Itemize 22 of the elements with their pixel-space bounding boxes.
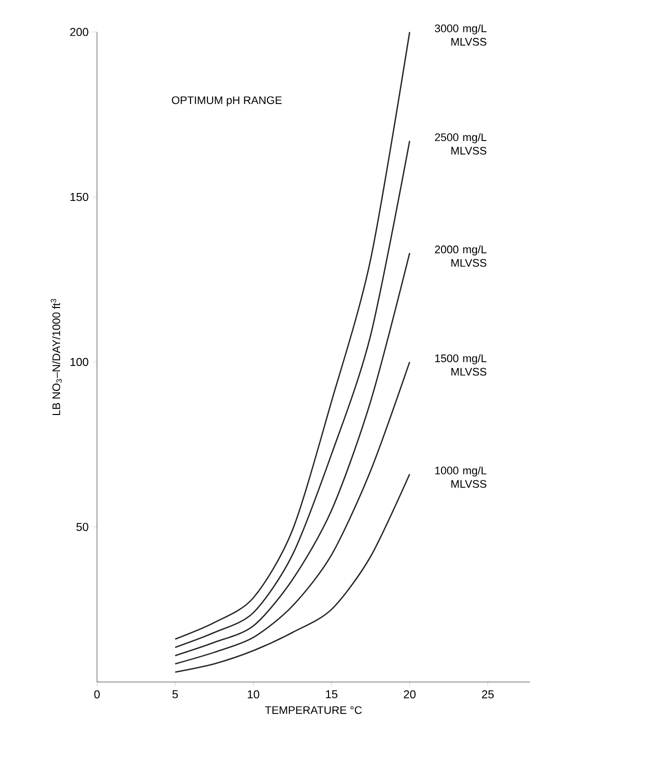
- x-tick-label: 20: [404, 690, 416, 698]
- y-tick-label: 150: [70, 192, 88, 202]
- text: 2500 mg/L MLVSS: [434, 133, 486, 155]
- x-tick-label: 10: [248, 690, 260, 698]
- x-tick-label: 5: [172, 690, 178, 698]
- line-series: [174, 473, 410, 673]
- line-series: [174, 140, 410, 648]
- y-tick-label: 50: [76, 522, 88, 531]
- text: 2000 mg/L MLVSS: [434, 245, 486, 267]
- y-axis-title: LB NO$_{3}$–N/DAY/1000 ft$^{3}$: [50, 298, 62, 415]
- text: 3000 mg/L MLVSS: [434, 24, 486, 46]
- text: 1000 mg/L MLVSS: [435, 466, 486, 488]
- y-tick-label: 200: [70, 28, 88, 36]
- x-axis-title: TEMPERATURE °C: [265, 706, 362, 714]
- y-tick-label: 100: [70, 358, 88, 366]
- x-tick-label: 15: [326, 690, 338, 698]
- line-series: [174, 252, 410, 656]
- x-tick-label: 0: [94, 690, 100, 698]
- x-tick-label: 25: [482, 690, 494, 698]
- annotation: OPTIMUM pH RANGE: [172, 96, 282, 106]
- line-series: [174, 361, 410, 664]
- text: 1500 mg/L MLVSS: [435, 354, 486, 376]
